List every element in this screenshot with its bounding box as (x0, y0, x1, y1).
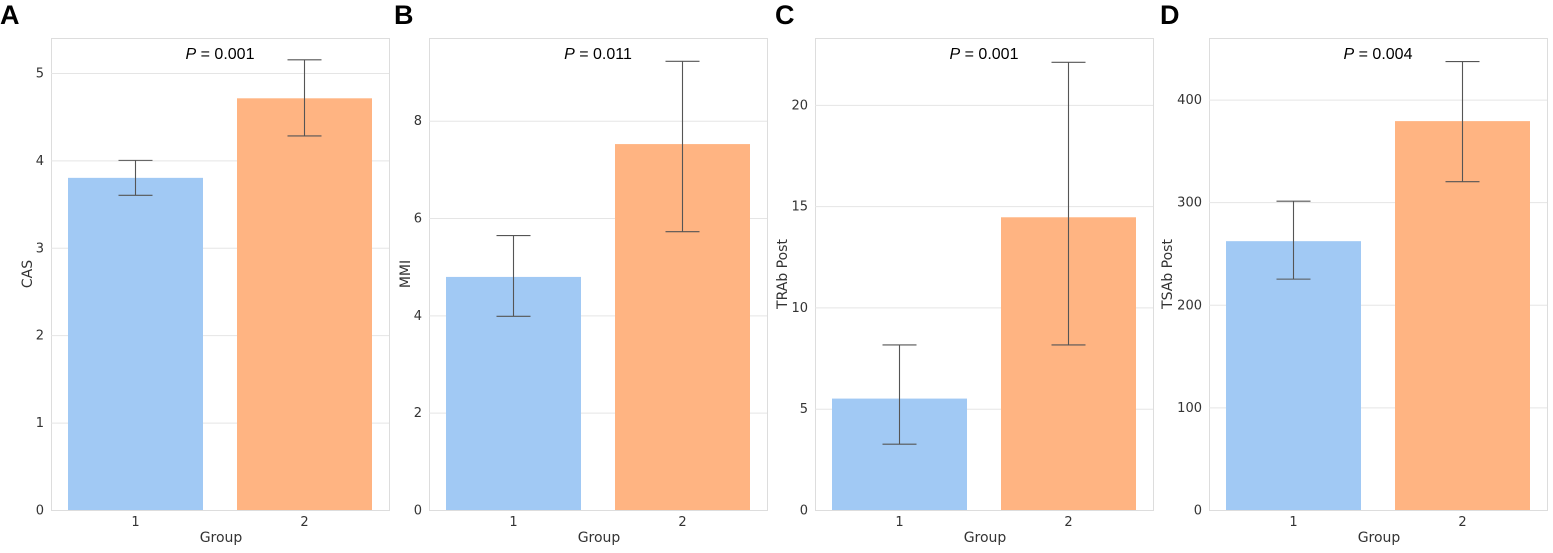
x-axis-title: Group (1358, 530, 1401, 546)
y-tick-label: 4 (414, 309, 422, 324)
bar-group-1 (1226, 241, 1361, 510)
y-tick-label: 2 (36, 329, 44, 344)
p-value-annotation: P = 0.001 (950, 46, 1019, 63)
y-axis-title: TSAb Post (1160, 239, 1176, 310)
p-value-annotation: P = 0.011 (564, 46, 632, 63)
p-value: = 0.011 (575, 46, 632, 63)
p-symbol: P (950, 46, 961, 63)
y-tick-label: 400 (1177, 93, 1202, 108)
p-value-annotation: P = 0.004 (1344, 46, 1413, 63)
p-symbol: P (186, 46, 197, 63)
panel-label: C (775, 0, 795, 30)
x-tick-label: 1 (1289, 515, 1297, 530)
panel-label: A (0, 0, 20, 30)
y-tick-label: 0 (36, 504, 44, 519)
p-value: = 0.001 (196, 46, 254, 63)
panel-label: B (394, 0, 414, 30)
x-axis-title: Group (964, 530, 1007, 546)
panel-a: 0 1 2 3 4 5 1 2 Group CAS A P = 0.001 (0, 0, 390, 546)
p-symbol: P (1344, 46, 1355, 63)
x-tick-label: 2 (1064, 515, 1072, 530)
panel-label: D (1160, 0, 1180, 30)
x-tick-label: 2 (1458, 515, 1466, 530)
y-tick-label: 4 (36, 154, 44, 169)
p-value-annotation: P = 0.001 (186, 46, 255, 63)
y-tick-label: 15 (791, 200, 808, 215)
x-tick-label: 2 (300, 515, 308, 530)
p-value: = 0.001 (960, 46, 1018, 63)
x-tick-label: 1 (895, 515, 903, 530)
y-tick-label: 0 (1194, 504, 1202, 519)
y-tick-label: 200 (1177, 298, 1202, 313)
p-value: = 0.004 (1354, 46, 1412, 63)
y-tick-label: 1 (36, 416, 44, 431)
y-tick-label: 6 (414, 212, 422, 227)
x-tick-label: 2 (678, 515, 686, 530)
x-tick-label: 1 (509, 515, 517, 530)
x-tick-label: 1 (131, 515, 139, 530)
x-axis-title: Group (578, 530, 621, 546)
bar-group-2 (237, 98, 372, 511)
panel-b: 0 2 4 6 8 1 2 Group MMI B P = 0.011 (394, 0, 768, 546)
bar-group-1 (68, 177, 203, 510)
y-tick-label: 3 (36, 241, 44, 256)
y-tick-label: 0 (414, 504, 422, 519)
panel-c: 0 5 10 15 20 1 2 Group TRAb Post C P = 0.001 (775, 0, 1154, 546)
y-tick-label: 5 (36, 66, 44, 81)
y-axis-title: TRAb Post (775, 239, 791, 310)
bar-group-2 (1395, 121, 1530, 511)
y-tick-label: 10 (791, 301, 808, 316)
y-tick-label: 2 (414, 406, 422, 421)
y-tick-label: 20 (791, 98, 808, 113)
y-tick-label: 8 (414, 114, 422, 129)
x-axis-title: Group (200, 530, 243, 546)
p-symbol: P (564, 46, 575, 63)
y-tick-label: 300 (1177, 196, 1202, 211)
y-axis-title: CAS (20, 260, 36, 288)
y-tick-label: 0 (800, 504, 808, 519)
panel-d: 0 100 200 300 400 1 2 Group TSAb Post D P = 0.004 (1160, 0, 1548, 546)
y-tick-label: 100 (1177, 401, 1202, 416)
y-axis-title: MMI (398, 260, 414, 288)
y-tick-label: 5 (800, 402, 808, 417)
